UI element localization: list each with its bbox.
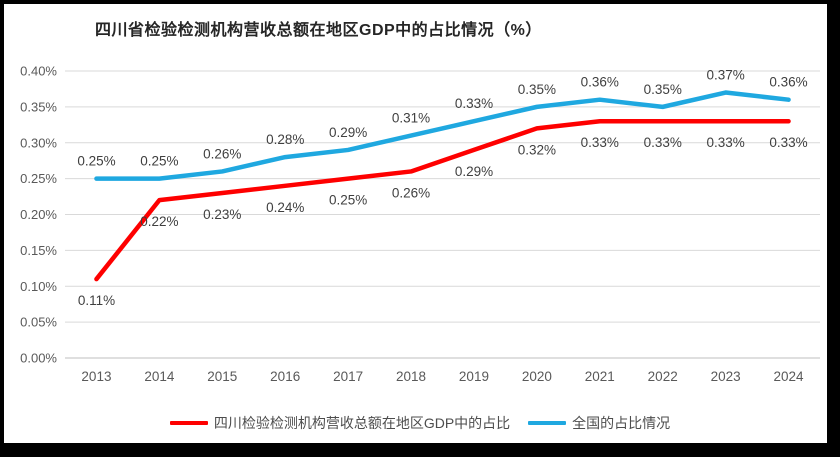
data-point-label: 0.33% — [644, 135, 682, 150]
data-point-label: 0.33% — [581, 135, 619, 150]
data-point-label: 0.25% — [77, 154, 115, 169]
x-axis-tick-label: 2024 — [774, 369, 805, 384]
y-axis-tick-label: 0.05% — [20, 315, 57, 330]
y-axis-tick-label: 0.35% — [20, 99, 57, 114]
legend-label-sichuan: 四川检验检测机构营收总额在地区GDP中的占比 — [213, 415, 511, 431]
series-line-national — [94, 90, 791, 181]
data-point-label: 0.23% — [203, 207, 241, 222]
chart-legend: 四川检验检测机构营收总额在地区GDP中的占比 全国的占比情况 — [0, 410, 840, 436]
y-axis-tick-label: 0.00% — [20, 351, 57, 366]
legend-swatch-national-blue-line — [528, 421, 567, 425]
frame-border-left — [0, 0, 4, 457]
x-axis-tick-label: 2013 — [81, 369, 111, 384]
data-point-label: 0.35% — [644, 82, 682, 97]
data-point-label: 0.11% — [78, 293, 115, 308]
x-axis-tick-label: 2018 — [396, 369, 426, 384]
x-axis-tick-label: 2022 — [648, 369, 678, 384]
x-axis-tick-label: 2017 — [333, 369, 363, 384]
data-point-label: 0.25% — [140, 154, 178, 169]
data-point-label: 0.32% — [518, 142, 556, 157]
data-point-label: 0.33% — [706, 135, 744, 150]
legend-label-national: 全国的占比情况 — [572, 415, 671, 431]
data-point-label: 0.28% — [266, 132, 304, 147]
data-point-label: 0.22% — [140, 214, 178, 229]
data-point-label: 0.31% — [392, 111, 430, 126]
data-point-label: 0.33% — [769, 135, 807, 150]
x-axis-tick-label: 2019 — [459, 369, 489, 384]
data-point-label: 0.29% — [329, 125, 367, 140]
data-point-label: 0.36% — [769, 75, 807, 90]
frame-border-top — [0, 0, 840, 4]
y-axis-tick-label: 0.25% — [20, 171, 57, 186]
legend-item-sichuan: 四川检验检测机构营收总额在地区GDP中的占比 — [169, 413, 511, 433]
data-point-label: 0.24% — [266, 200, 304, 215]
x-axis-tick-label: 2015 — [207, 369, 237, 384]
data-point-label: 0.26% — [203, 146, 241, 161]
x-axis-tick-label: 2023 — [711, 369, 741, 384]
legend-item-national: 全国的占比情况 — [528, 413, 670, 433]
y-axis-tick-label: 0.15% — [20, 243, 57, 258]
x-axis-tick-label: 2016 — [270, 369, 300, 384]
x-axis-tick-label: 2020 — [522, 369, 552, 384]
frame-border-right — [827, 0, 840, 457]
data-point-label: 0.35% — [518, 82, 556, 97]
data-point-label: 0.36% — [581, 75, 619, 90]
data-point-label: 0.37% — [706, 68, 744, 83]
chart-title: 四川省检验检测机构营收总额在地区GDP中的占比情况（%） — [95, 22, 542, 39]
data-point-label: 0.26% — [392, 185, 430, 200]
y-axis-tick-label: 0.30% — [20, 135, 57, 150]
series-line-sichuan — [94, 118, 791, 282]
x-axis-tick-label: 2014 — [144, 369, 175, 384]
y-axis-tick-label: 0.40% — [20, 64, 57, 79]
data-point-label: 0.33% — [455, 96, 493, 111]
data-point-label: 0.25% — [329, 193, 367, 208]
data-point-label: 0.29% — [455, 164, 493, 179]
frame-border-bottom — [0, 443, 840, 457]
y-axis-tick-label: 0.10% — [20, 279, 57, 294]
legend-swatch-sichuan-red-line — [169, 421, 208, 425]
x-axis-tick-label: 2021 — [585, 369, 615, 384]
y-axis-tick-label: 0.20% — [20, 207, 57, 222]
